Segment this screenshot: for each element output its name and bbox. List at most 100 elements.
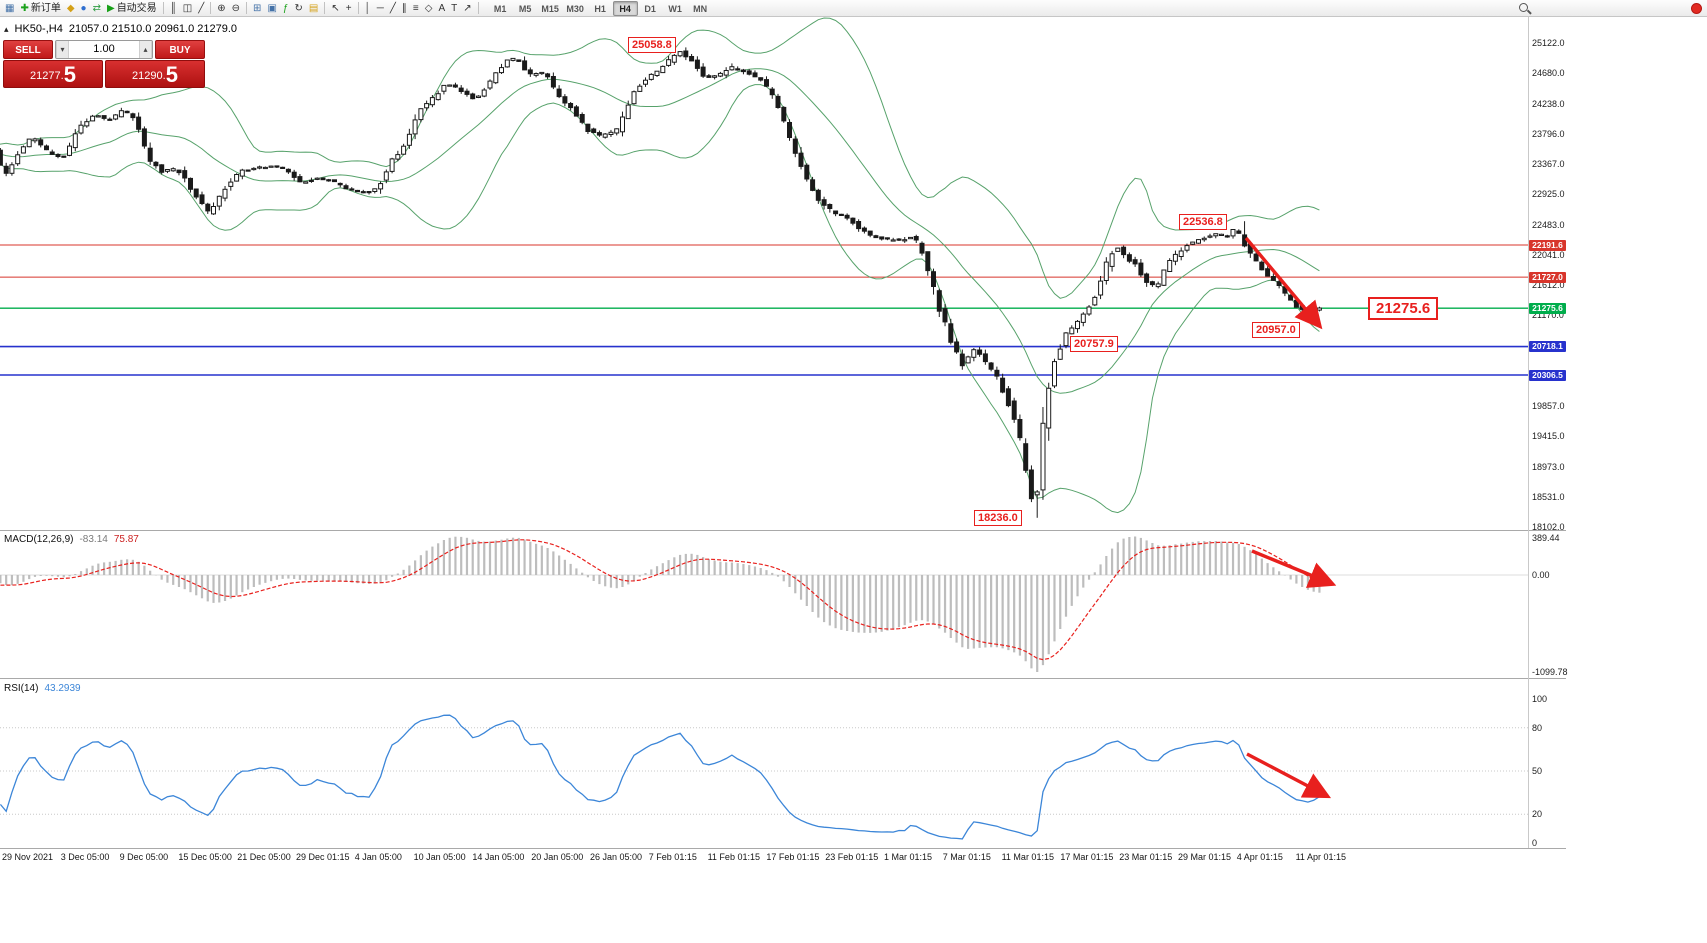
price-annotation[interactable]: 25058.8 [628, 37, 676, 53]
zoom-in-button[interactable]: ⊕ [214, 1, 228, 16]
chart-ohlc-values: 21057.0 21510.0 20961.0 21279.0 [68, 23, 238, 35]
search-icon[interactable] [1519, 3, 1531, 15]
refresh-button[interactable]: ⇄ [90, 1, 104, 16]
price-annotation[interactable]: 21275.6 [1368, 297, 1439, 320]
time-axis-label: 9 Dec 05:00 [119, 852, 169, 862]
refresh-icon: ⇄ [92, 2, 101, 14]
time-axis-label: 29 Mar 01:15 [1178, 852, 1232, 862]
channel-button[interactable]: ∥ [399, 1, 410, 16]
tile-windows-button[interactable]: ⊞ [250, 1, 264, 16]
label-button[interactable]: T [448, 1, 460, 16]
time-axis-label: 29 Dec 01:15 [296, 852, 350, 862]
label-icon: T [451, 2, 458, 14]
time-axis-label: 11 Feb 01:15 [707, 852, 760, 862]
buy-button[interactable]: BUY [155, 40, 205, 59]
metaeditor-button[interactable]: ◆ [64, 1, 78, 16]
crosshair-button[interactable]: + [343, 1, 355, 16]
indicators-button[interactable]: ƒ [280, 1, 292, 16]
line-chart-button[interactable]: ╱ [195, 1, 207, 16]
line-chart-icon: ╱ [198, 2, 205, 14]
price-annotation[interactable]: 22536.8 [1179, 214, 1227, 230]
new-order-button[interactable]: ✚ 新订单 [17, 1, 63, 16]
buy-price-main: 21290. [132, 70, 166, 82]
price-axis-tick: 24680.0 [1532, 68, 1565, 79]
period-selector-icon: ↻ [294, 2, 303, 14]
price-level-tag: 21275.6 [1529, 302, 1566, 314]
macd-panel-canvas[interactable] [0, 531, 1528, 678]
text-icon: A [438, 2, 446, 14]
fibonacci-icon: ≡ [412, 2, 419, 14]
fibonacci-button[interactable]: ≡ [410, 1, 422, 16]
price-axis-tick: 21612.0 [1532, 280, 1565, 290]
sell-price-display[interactable]: 21277. 5 [3, 60, 103, 88]
sell-price-big-digit: 5 [63, 62, 76, 87]
rsi-panel-splitter[interactable] [0, 678, 1566, 679]
one-click-toggle-icon[interactable]: ▴ [4, 23, 9, 34]
buy-price-big-digit: 5 [165, 62, 178, 87]
timeframe-m15[interactable]: M15 [541, 3, 559, 14]
price-axis-tick: 24238.0 [1532, 98, 1565, 109]
rsi-panel-canvas[interactable] [0, 679, 1528, 848]
timeframe-mn[interactable]: MN [693, 3, 708, 14]
market-watch-button[interactable]: ● [78, 1, 90, 16]
time-axis-label: 23 Mar 01:15 [1119, 852, 1173, 862]
price-annotation[interactable]: 20757.9 [1070, 336, 1118, 352]
notification-icon[interactable] [1691, 3, 1702, 14]
shapes-button[interactable]: ◇ [422, 1, 436, 16]
price-level-tag: 21727.0 [1529, 271, 1566, 283]
text-button[interactable]: A [435, 1, 448, 16]
templates-button[interactable]: ▤ [306, 1, 321, 16]
toolbar-separator [246, 2, 248, 14]
time-axis-label: 17 Feb 01:15 [766, 852, 820, 862]
trendline-button[interactable]: ╱ [387, 1, 399, 16]
time-axis-label: 10 Jan 05:00 [413, 852, 466, 862]
price-axis-tick: 18973.0 [1532, 461, 1565, 472]
volume-increase-button[interactable]: ▴ [139, 41, 152, 58]
time-axis-label: 4 Jan 05:00 [354, 852, 402, 862]
new-chart-icon: ▦ [5, 2, 15, 14]
timeframe-m1[interactable]: M1 [493, 3, 507, 14]
time-axis-label: 11 Apr 01:15 [1295, 852, 1346, 862]
macd-panel-splitter[interactable] [0, 530, 1566, 531]
toolbar-separator [357, 2, 359, 14]
cascade-windows-icon: ▣ [267, 2, 277, 14]
time-axis-separator [0, 848, 1566, 849]
zoom-out-button[interactable]: ⊖ [229, 1, 243, 16]
macd-axis-tick: 0.00 [1532, 570, 1550, 580]
timeframe-w1[interactable]: W1 [668, 3, 682, 14]
horizontal-line-button[interactable]: ─ [374, 1, 387, 16]
price-axis-tick: 22041.0 [1532, 250, 1565, 261]
chart-symbol-period: HK50-,H4 [14, 23, 63, 35]
price-annotation[interactable]: 18236.0 [974, 510, 1022, 526]
volume-input[interactable]: 1.00 [93, 43, 115, 55]
cursor-button[interactable]: ↖ [328, 1, 342, 16]
sell-button[interactable]: SELL [3, 40, 53, 59]
time-axis-label: 1 Mar 01:15 [884, 852, 933, 862]
time-axis[interactable]: 29 Nov 2021 3 Dec 05:00 9 Dec 05:00 15 Dec … [0, 849, 1566, 866]
new-chart-button[interactable]: ▦ [2, 1, 17, 16]
period-selector-button[interactable]: ↻ [291, 1, 305, 16]
toolbar-separator [162, 2, 164, 14]
buy-price-display[interactable]: 21290. 5 [105, 60, 205, 88]
rsi-name: RSI(14) [4, 683, 39, 694]
timeframe-d1[interactable]: D1 [644, 3, 656, 14]
arrow-tool-button[interactable]: ↗ [460, 1, 474, 16]
macd-indicator-label: MACD(12,26,9) -83.14 75.87 [4, 534, 139, 545]
vertical-line-button[interactable]: │ [362, 1, 374, 16]
vertical-line-icon: │ [364, 2, 371, 14]
timeframe-m5[interactable]: M5 [518, 3, 532, 14]
volume-decrease-button[interactable]: ▾ [56, 41, 69, 58]
cascade-windows-button[interactable]: ▣ [264, 1, 279, 16]
price-level-tag: 22191.6 [1529, 239, 1566, 251]
main-chart-canvas[interactable] [0, 17, 1528, 530]
autotrading-button[interactable]: ▶ 自动交易 [104, 1, 160, 16]
bar-chart-button[interactable]: ║ [167, 1, 180, 16]
macd-axis-tick: -1099.78 [1532, 667, 1568, 677]
timeframe-h4[interactable]: H4 [612, 0, 638, 16]
autotrading-icon: ▶ [106, 2, 115, 14]
timeframe-m30[interactable]: M30 [566, 3, 584, 14]
timeframe-h1[interactable]: H1 [594, 3, 606, 14]
price-annotation[interactable]: 20957.0 [1252, 322, 1300, 338]
candlestick-chart-button[interactable]: ◫ [180, 1, 195, 16]
